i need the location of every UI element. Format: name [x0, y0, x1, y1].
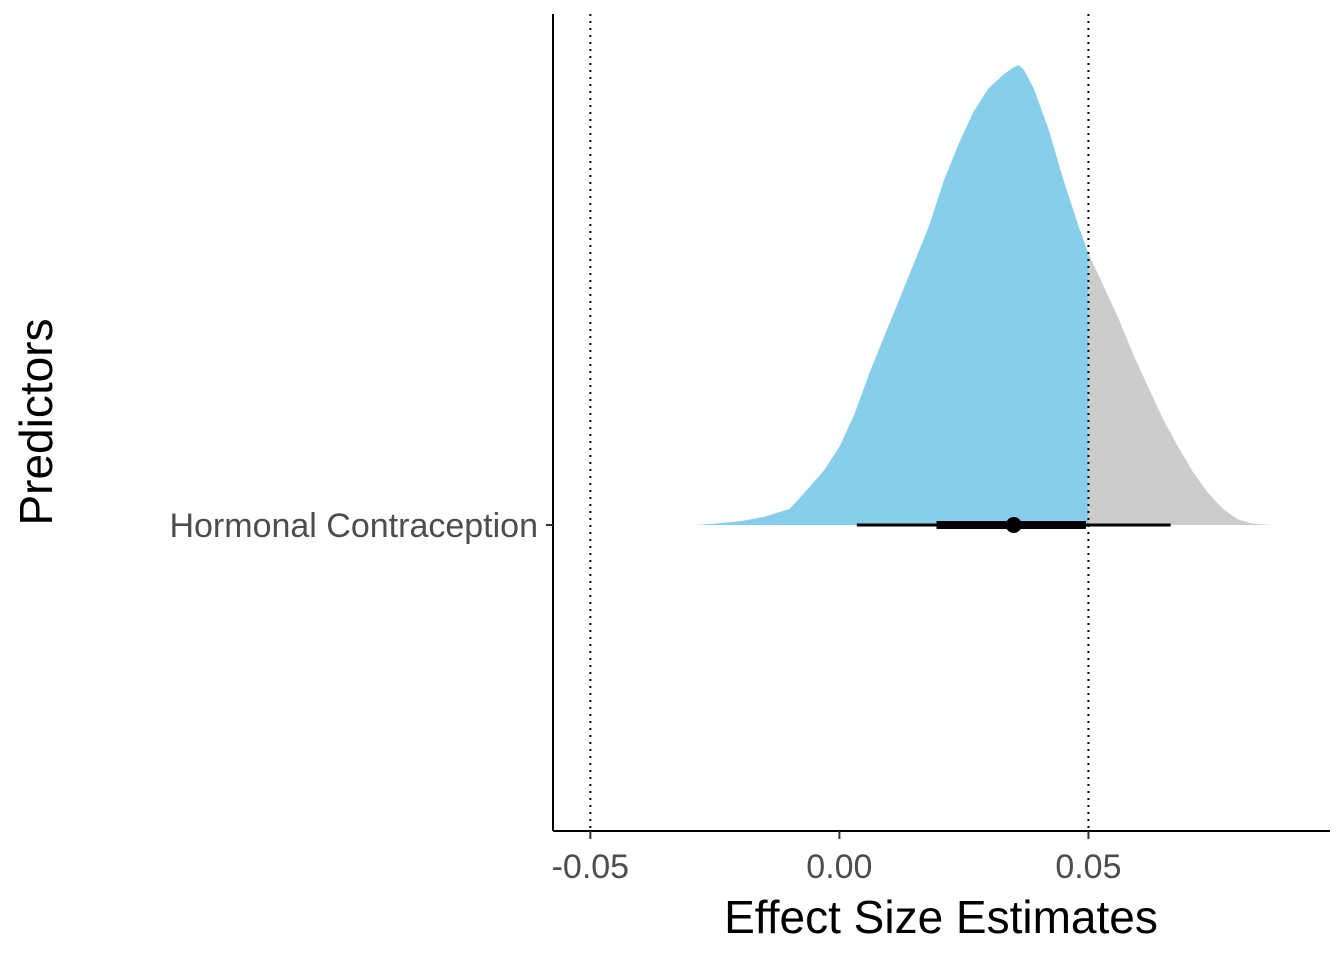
x-tick-label: -0.05 — [552, 848, 630, 886]
axes — [546, 14, 1330, 832]
x-tick-label: 0.00 — [806, 848, 872, 886]
point-estimate — [1005, 517, 1022, 533]
reference-lines — [589, 14, 1090, 831]
density-outside-rope — [1088, 253, 1288, 525]
density-inside-rope — [695, 65, 1089, 525]
x-ticks: -0.05 0.00 0.05 — [552, 831, 1122, 886]
x-axis-title: Effect Size Estimates — [724, 891, 1158, 943]
y-tick-label: Hormonal Contraception — [169, 507, 538, 545]
posterior-density — [695, 65, 1288, 525]
credible-interval — [856, 517, 1171, 533]
x-tick-label: 0.05 — [1055, 848, 1121, 886]
y-axis-title: Predictors — [10, 318, 62, 525]
